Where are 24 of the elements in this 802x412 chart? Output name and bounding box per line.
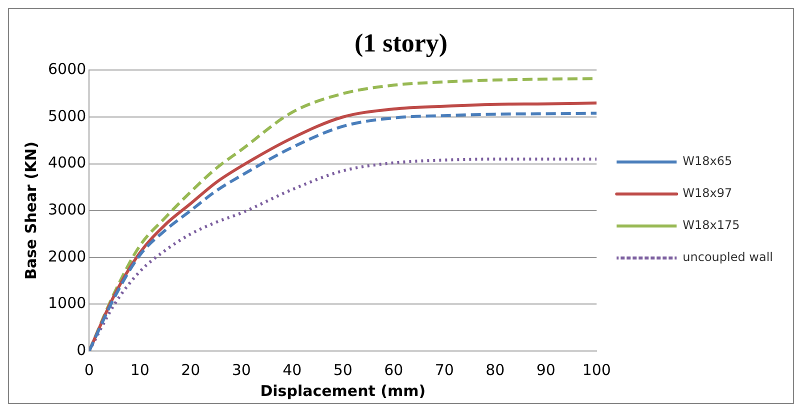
y-tick-label: 4000: [48, 154, 86, 172]
y-tick-label: 1000: [48, 294, 86, 312]
legend-label: W18x175: [682, 218, 740, 232]
x-axis-title: Displacement (mm): [260, 382, 426, 400]
y-tick-label: 5000: [48, 106, 86, 125]
x-tick-label: 100: [582, 360, 611, 379]
y-tick-label: 0: [76, 340, 86, 359]
x-tick-label: 60: [384, 360, 404, 379]
x-tick-label: 10: [130, 360, 150, 379]
x-tick-label: 20: [181, 360, 200, 379]
legend-label: W18x97: [682, 186, 732, 200]
legend-label: uncoupled wall: [682, 250, 773, 264]
y-tick-label: 3000: [48, 200, 86, 218]
x-tick-label: 70: [434, 360, 454, 379]
x-tick-label: 90: [536, 360, 556, 379]
y-tick-label: 6000: [48, 60, 86, 78]
x-tick-label: 80: [486, 360, 505, 379]
y-tick-label: 2000: [48, 247, 86, 266]
chart-title: (1 story): [354, 28, 448, 58]
legend-label: W18x65: [682, 154, 732, 168]
x-tick-label: 40: [282, 360, 302, 379]
x-tick-label: 30: [232, 360, 251, 379]
x-tick-label: 50: [333, 360, 352, 379]
y-axis-title: Base Shear (KN): [22, 142, 40, 280]
